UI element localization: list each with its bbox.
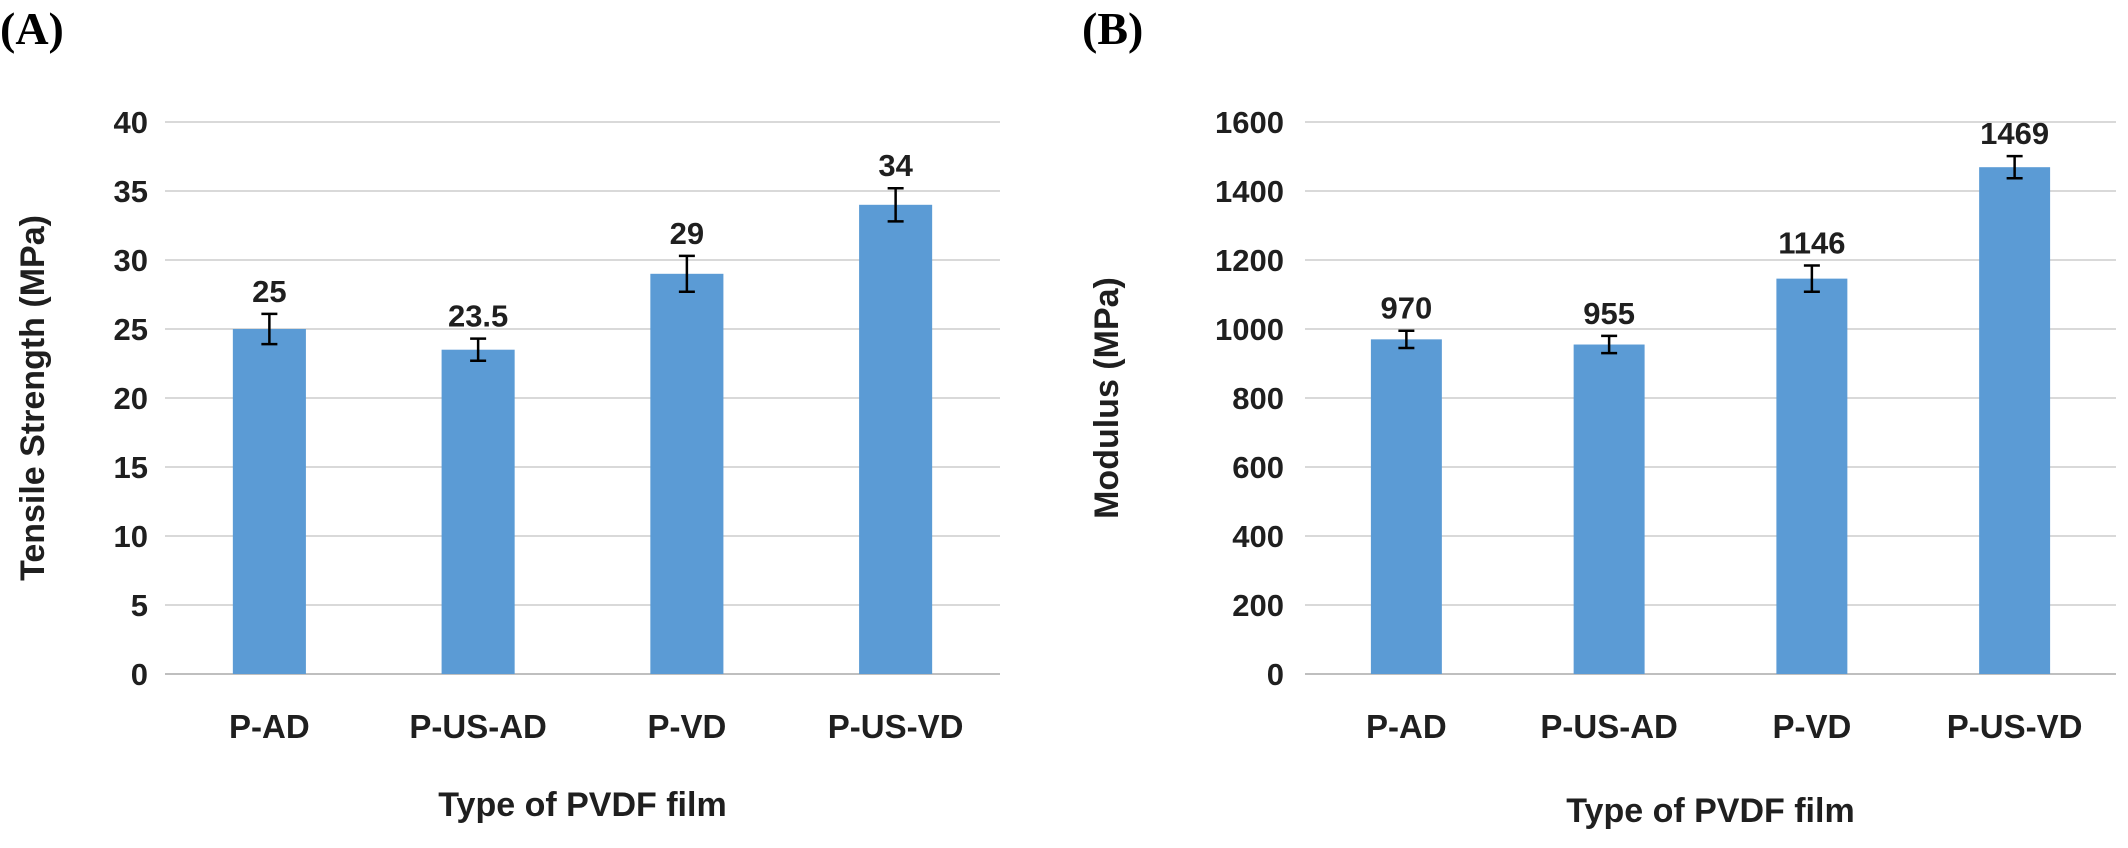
x-axis-title: Type of PVDF film — [438, 786, 726, 824]
y-tick-label: 10 — [114, 519, 148, 554]
y-tick-label: 25 — [114, 312, 148, 347]
bar — [1370, 339, 1442, 674]
y-tick-label: 1200 — [1215, 243, 1284, 278]
y-axis-title: Tensile Strength (MPa) — [14, 215, 52, 581]
bar — [1979, 167, 2051, 674]
x-category-label: P-US-AD — [409, 708, 547, 745]
y-tick-label: 0 — [131, 657, 148, 692]
x-category-label: P-US-AD — [1540, 708, 1678, 745]
bar — [859, 204, 933, 675]
bar — [441, 349, 515, 674]
x-category-label: P-VD — [647, 708, 726, 745]
panel-label: (B) — [1082, 3, 1143, 54]
x-category-label: P-US-VD — [1947, 708, 2083, 745]
data-label: 955 — [1583, 296, 1635, 331]
y-tick-label: 20 — [114, 381, 148, 416]
bar — [650, 273, 724, 674]
y-tick-label: 40 — [114, 105, 148, 140]
y-tick-label: 200 — [1232, 588, 1284, 623]
y-tick-label: 1600 — [1215, 105, 1284, 140]
x-category-label: P-VD — [1772, 708, 1851, 745]
data-label: 29 — [670, 216, 704, 251]
y-tick-label: 35 — [114, 174, 148, 209]
x-category-label: P-AD — [1366, 708, 1447, 745]
y-tick-label: 30 — [114, 243, 148, 278]
y-tick-label: 15 — [114, 450, 148, 485]
data-label: 1469 — [1980, 116, 2049, 151]
x-category-label: P-US-VD — [828, 708, 964, 745]
y-axis-title: Modulus (MPa) — [1088, 277, 1126, 519]
panel-label: (A) — [0, 3, 64, 54]
data-label: 970 — [1381, 291, 1433, 326]
chart-panel-b: (B) 0 200 400 600 800 1000 1200 1400 1600 970 P-AD 9… — [1082, 3, 2116, 830]
data-label: 1146 — [1778, 226, 1845, 261]
x-category-label: P-AD — [229, 708, 310, 745]
bar — [1573, 344, 1645, 674]
y-tick-label: 600 — [1232, 450, 1284, 485]
y-tick-label: 400 — [1232, 519, 1284, 554]
x-axis-title: Type of PVDF film — [1566, 792, 1854, 830]
data-label: 34 — [878, 148, 913, 183]
y-tick-label: 1400 — [1215, 174, 1284, 209]
y-tick-label: 0 — [1267, 657, 1284, 692]
data-label: 23.5 — [448, 299, 508, 334]
chart-panel-a: (A) 0 5 10 15 20 25 30 35 40 25 P-AD 23.5 P-US-AD 29 P-… — [0, 3, 1000, 824]
y-tick-label: 5 — [131, 588, 148, 623]
data-label: 25 — [252, 274, 286, 309]
bar — [1776, 278, 1848, 674]
y-tick-label: 800 — [1232, 381, 1284, 416]
y-tick-label: 1000 — [1215, 312, 1284, 347]
bar — [232, 329, 306, 674]
